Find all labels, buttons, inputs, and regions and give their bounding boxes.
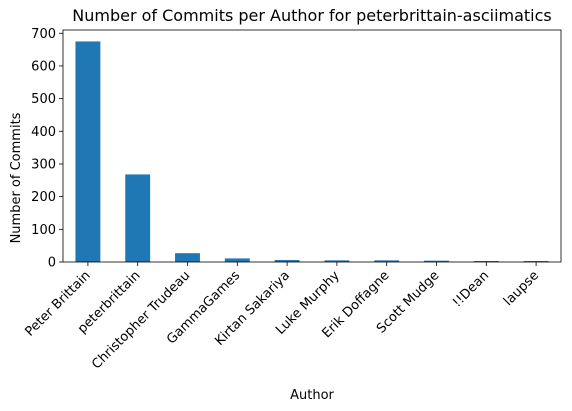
y-tick-label-1: 100	[31, 223, 56, 238]
y-tick-label-4: 400	[31, 125, 56, 140]
bar-1	[125, 174, 151, 262]
bar-5	[324, 260, 350, 262]
y-axis-title: Number of Commits	[9, 112, 24, 243]
y-tick-label-2: 200	[31, 190, 56, 205]
bar-8	[473, 261, 499, 262]
bar-4	[274, 260, 300, 262]
bar-0	[75, 41, 101, 263]
plot-frame	[62, 29, 562, 263]
x-tick-label-8: !!Dean	[450, 268, 492, 310]
x-tick-label-9: laupse	[501, 268, 542, 309]
bar-9	[523, 261, 549, 262]
y-tick-label-6: 600	[31, 59, 56, 74]
y-tick-label-7: 700	[31, 27, 56, 42]
bar-2	[175, 253, 200, 262]
bar-7	[424, 260, 449, 262]
y-tick-label-3: 300	[31, 157, 56, 172]
bar-6	[374, 260, 400, 262]
y-tick-label-0: 0	[48, 256, 56, 271]
chart-title: Number of Commits per Author for peterbr…	[72, 6, 552, 25]
bars-group	[75, 41, 549, 263]
bar-3	[224, 258, 250, 262]
y-axis: 0 100 200 300 400 500 600 700	[31, 27, 63, 271]
x-tick-label-2: Christopher Trudeau	[89, 268, 193, 372]
y-tick-label-5: 500	[31, 92, 56, 107]
x-axis-title: Author	[290, 388, 334, 403]
